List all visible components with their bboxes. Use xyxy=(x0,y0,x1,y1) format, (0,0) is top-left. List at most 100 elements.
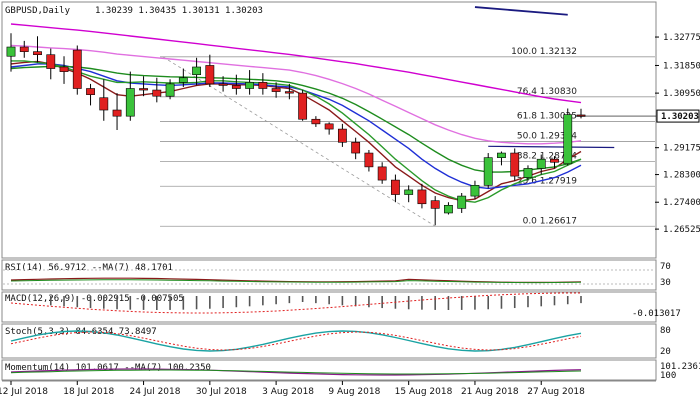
bearish-candle xyxy=(152,89,162,97)
bearish-candle xyxy=(99,97,109,111)
bullish-candle xyxy=(536,158,546,169)
price-axis: 1.32775 1.31850 1.30950 1.30203 1.29175 1.283… xyxy=(575,33,700,235)
bullish-candle xyxy=(470,185,480,197)
bullish-candle xyxy=(457,195,467,209)
symbol-label: GBPUSD,Daily xyxy=(5,6,71,16)
momentum-label: Momentum(14) 101.0617 --MA(7) 100.2350 xyxy=(5,363,211,373)
rsi-label: RSI(14) 56.9712 --MA(7) 48.1701 xyxy=(5,263,173,273)
stoch-panel xyxy=(1,323,657,359)
price-panel-frame xyxy=(1,1,657,259)
macd-histogram xyxy=(10,292,582,314)
bearish-candle xyxy=(19,46,29,52)
bullish-candle xyxy=(444,204,453,214)
price-tick-label: 1.31850 xyxy=(663,61,700,71)
stoch-k-line xyxy=(10,330,582,352)
bearish-candle xyxy=(258,82,268,89)
stoch-level-20: 20 xyxy=(660,347,671,357)
stoch-label: Stoch(5,3,3) 84.6354 73.8497 xyxy=(5,327,157,337)
bullish-candle xyxy=(404,189,414,195)
bearish-candle xyxy=(364,152,374,168)
moving-average-line xyxy=(474,6,568,16)
fib-label: 0.0 1.26617 xyxy=(523,216,577,226)
moving-average-line xyxy=(10,44,582,145)
price-tick-label: 1.28300 xyxy=(663,171,700,181)
fib-label: 76.4 1.30830 xyxy=(517,87,577,97)
time-tick-label: 21 Aug 2018 xyxy=(461,387,519,397)
bearish-candle xyxy=(139,88,148,91)
current-price-label: 1.30203 xyxy=(661,112,699,122)
moving-average-line xyxy=(488,145,615,149)
bearish-candle xyxy=(72,49,82,89)
time-tick-label: 18 Jul 2018 xyxy=(63,387,114,397)
price-tick-label: 1.32775 xyxy=(663,33,700,43)
bearish-candle xyxy=(576,114,586,117)
bearish-candle xyxy=(351,141,361,154)
bearish-candle xyxy=(550,158,559,163)
stoch-lines xyxy=(10,330,582,352)
fib-label: 100.0 1.32132 xyxy=(511,47,577,57)
moving-average-line xyxy=(10,23,582,104)
bullish-candle xyxy=(483,157,493,186)
time-tick-label: 24 Jul 2018 xyxy=(130,387,181,397)
bearish-candle xyxy=(284,91,294,94)
bullish-candle xyxy=(125,88,135,117)
bearish-candle xyxy=(218,83,228,86)
time-tick-label: 3 Aug 2018 xyxy=(262,387,314,397)
time-axis: 12 Jul 2018 18 Jul 2018 24 Jul 2018 30 Jul … xyxy=(0,380,656,397)
bullish-candle xyxy=(165,83,175,97)
fib-label: 23.6 1.27919 xyxy=(517,176,577,186)
price-tick-label: 1.29175 xyxy=(663,144,700,154)
fib-label: 38.2 1.28724 xyxy=(517,152,577,162)
rsi-level-70: 70 xyxy=(660,262,671,272)
price-tick-label: 1.26525 xyxy=(663,225,700,235)
bearish-candle xyxy=(510,152,520,177)
bearish-candle xyxy=(112,109,122,117)
bullish-candle xyxy=(192,66,201,75)
momentum-lines xyxy=(10,368,582,376)
fibonacci-layer: 100.0 1.32132 76.4 1.30830 61.8 1.30025 50.… xyxy=(160,47,655,227)
rsi-level-30: 30 xyxy=(660,278,671,288)
moving-average-line xyxy=(11,60,582,203)
bearish-candle xyxy=(231,85,241,89)
momentum-panel xyxy=(1,359,657,381)
time-tick-label: 9 Aug 2018 xyxy=(328,387,380,397)
bearish-candle xyxy=(391,179,400,195)
bearish-candle xyxy=(205,65,215,85)
fib-label: 50.0 1.29374 xyxy=(517,132,577,142)
moving-average-line xyxy=(10,60,582,202)
bullish-candle xyxy=(178,77,188,83)
rsi-ma-line xyxy=(10,279,582,284)
bullish-candle xyxy=(245,82,255,89)
bearish-candle xyxy=(311,118,321,125)
current-price-box xyxy=(656,109,700,123)
macd-signal-line xyxy=(10,292,581,314)
momentum-level-100: 100 xyxy=(660,371,676,381)
macd-label: MACD(12,26,9) -0.002915 -0.007505 xyxy=(5,294,184,304)
candles-layer xyxy=(6,33,586,226)
bullish-candle xyxy=(523,168,533,178)
time-tick-label: 15 Aug 2018 xyxy=(395,387,453,397)
moving-average-line xyxy=(10,63,582,190)
macd-panel xyxy=(1,291,657,323)
price-tick-label: 1.30950 xyxy=(663,89,700,99)
bearish-candle xyxy=(417,189,427,205)
bullish-candle xyxy=(563,114,573,165)
stoch-level-80: 80 xyxy=(660,326,671,336)
bearish-candle xyxy=(337,128,347,143)
bullish-candle xyxy=(497,152,506,158)
bearish-candle xyxy=(298,92,308,120)
fib-label: 61.8 1.30025 xyxy=(517,112,577,122)
momentum-ma-line xyxy=(10,369,582,375)
bearish-candle xyxy=(59,66,69,72)
ohlc-values: 1.30239 1.30435 1.30131 1.30203 xyxy=(95,6,263,16)
stoch-d-line xyxy=(10,331,582,351)
rsi-lines xyxy=(3,269,655,285)
bearish-candle xyxy=(377,166,387,181)
bearish-candle xyxy=(430,200,440,209)
bearish-candle xyxy=(33,51,42,56)
price-tick-label: 1.27400 xyxy=(663,198,700,208)
bearish-candle xyxy=(86,88,95,95)
bearish-candle xyxy=(324,123,334,130)
